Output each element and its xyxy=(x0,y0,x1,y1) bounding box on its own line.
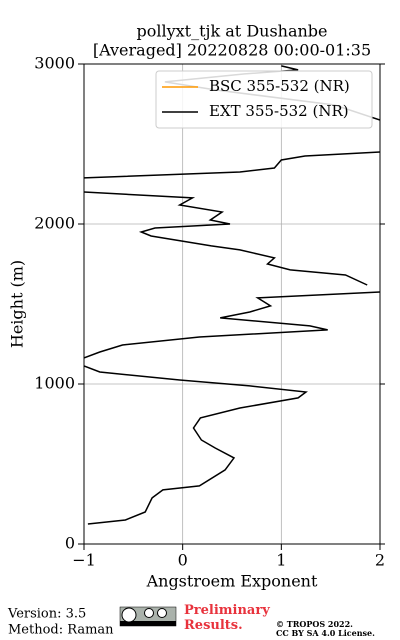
badge-strip xyxy=(120,621,176,626)
cc-badge xyxy=(119,606,177,627)
y-tick-label: 2000 xyxy=(34,214,75,233)
y-axis-label: Height (m) xyxy=(8,260,27,348)
x-tick-label: 2 xyxy=(375,551,385,570)
chart-subtitle: [Averaged] 20220828 00:00-01:35 xyxy=(93,41,371,60)
data-line xyxy=(84,65,380,525)
method: Method: Raman xyxy=(8,623,114,638)
badge-sa xyxy=(157,608,167,618)
plot-area xyxy=(83,63,381,545)
x-axis-label: Angstroem Exponent xyxy=(146,572,318,591)
x-tick-label: −1 xyxy=(72,551,96,570)
legend: BSC 355-532 (NR) EXT 355-532 (NR) xyxy=(155,70,373,129)
license: CC BY SA 4.0 License. xyxy=(276,628,375,638)
legend-label: BSC 355-532 (NR) xyxy=(209,77,350,95)
chart-title: pollyxt_tjk at Dushanbe xyxy=(136,22,327,41)
status: Preliminary Results. xyxy=(184,603,270,633)
plot-frame xyxy=(83,63,381,545)
badge-cc xyxy=(121,607,137,623)
legend-box xyxy=(155,70,373,129)
y-tick-label: 0 xyxy=(65,534,75,553)
badge-by xyxy=(144,608,154,618)
legend-items: BSC 355-532 (NR) EXT 355-532 (NR) xyxy=(162,77,350,120)
x-tick-label: 0 xyxy=(178,551,188,570)
legend-label: EXT 355-532 (NR) xyxy=(209,102,349,120)
x-tick-label: 1 xyxy=(276,551,286,570)
version: Version: 3.5 xyxy=(7,607,86,622)
copyright: © TROPOS 2022. xyxy=(276,619,353,629)
y-tick-label: 3000 xyxy=(34,54,75,73)
y-tick-label: 1000 xyxy=(34,374,75,393)
